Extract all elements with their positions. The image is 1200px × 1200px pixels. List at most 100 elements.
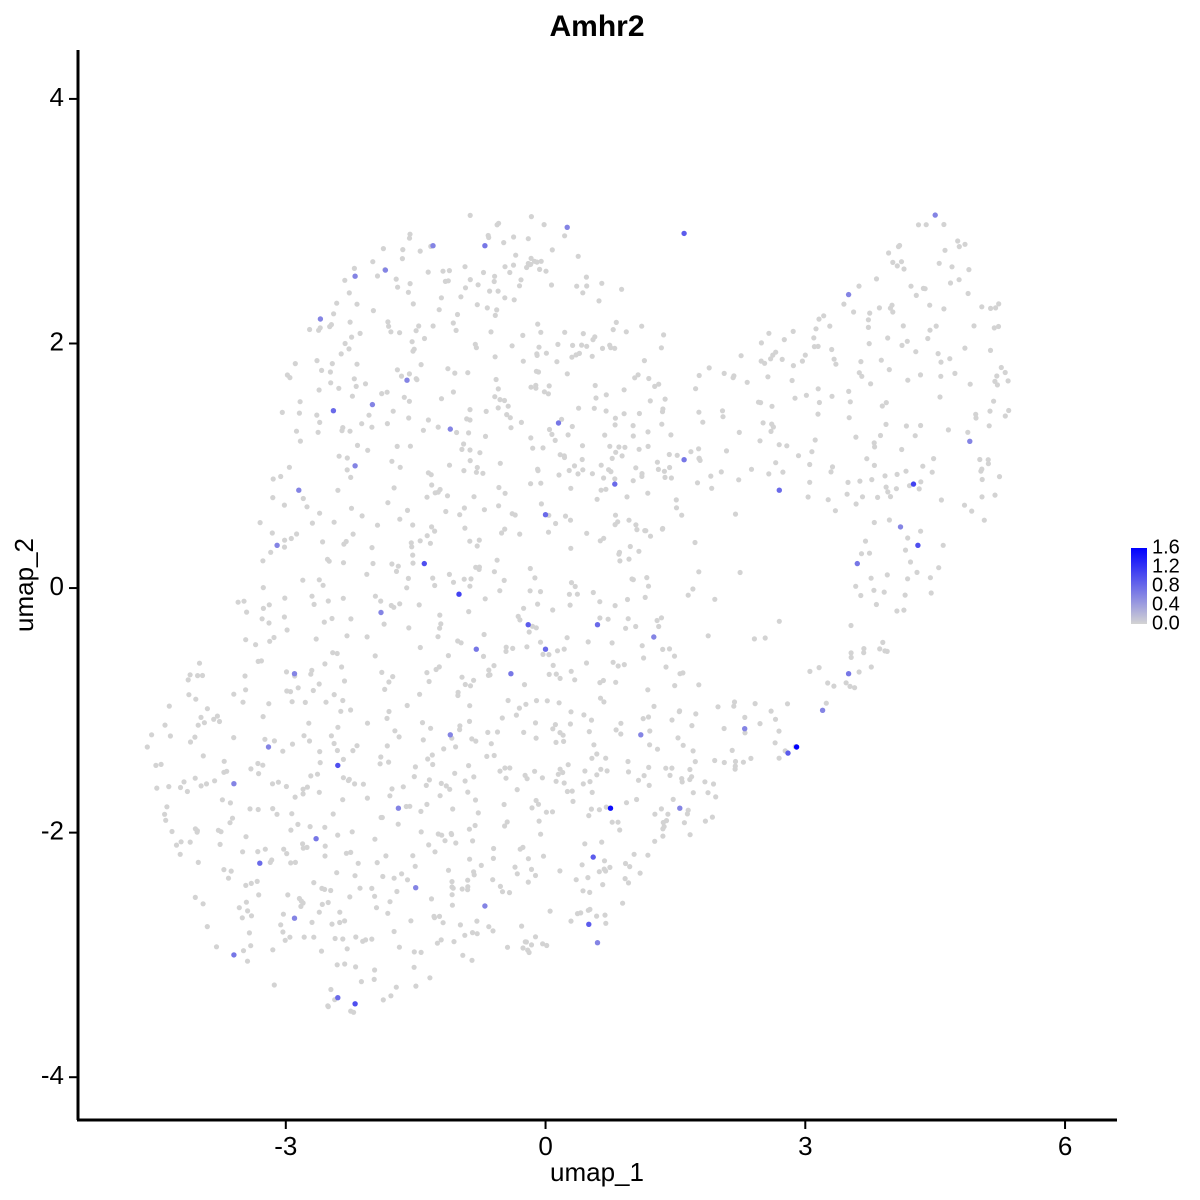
cell-point [397, 464, 403, 470]
cell-point [601, 535, 607, 541]
cell-point [289, 811, 295, 817]
cell-point [962, 241, 968, 247]
cell-point [485, 729, 491, 736]
cell-point [345, 777, 351, 784]
cell-point [660, 833, 666, 839]
cell-point [340, 756, 346, 763]
cell-point [468, 576, 474, 582]
cell-point [426, 777, 432, 783]
chart-title: Amhr2 [549, 10, 644, 43]
cell-point [669, 717, 675, 723]
cell-point [601, 699, 607, 705]
cell-point [583, 660, 590, 666]
cell-point [969, 508, 975, 514]
cell-point [320, 582, 326, 588]
cell-point [851, 309, 857, 315]
cell-point [666, 451, 672, 458]
cell-point [988, 305, 994, 311]
x-ticks: -3 0 3 6 [274, 1120, 1072, 1161]
cell-point [978, 468, 984, 474]
cell-point [520, 844, 526, 851]
cell-point [322, 824, 328, 830]
cell-point [593, 395, 599, 401]
cell-point [325, 598, 331, 604]
cell-point [245, 908, 251, 914]
cell-point [385, 319, 391, 325]
cell-point [918, 479, 924, 485]
cell-point [662, 474, 668, 480]
cell-point [457, 922, 463, 928]
cell-point [898, 259, 905, 265]
cell-point [221, 867, 227, 873]
cell-point [478, 862, 484, 869]
cell-point [886, 367, 892, 373]
cell-point [538, 258, 544, 264]
cell-point [661, 332, 667, 338]
cell-point [340, 560, 347, 566]
cell-point [406, 625, 412, 631]
cell-point [549, 809, 556, 815]
cell-point [311, 934, 317, 940]
cell-point [546, 383, 552, 389]
cell-point [544, 698, 550, 704]
cell-point [720, 414, 726, 420]
cell-point [871, 587, 877, 593]
cell-point [481, 631, 487, 638]
cell-point [636, 446, 642, 452]
cell-point [283, 783, 289, 790]
cell-point [178, 839, 184, 845]
cell-point [572, 583, 578, 590]
cell-point [280, 929, 286, 935]
cell-point [533, 797, 539, 804]
expressing-cell-point [447, 732, 453, 738]
cell-point [697, 457, 703, 463]
cell-point [615, 663, 621, 669]
cell-point [476, 537, 482, 543]
cell-point [497, 460, 503, 466]
cell-point [488, 329, 494, 335]
cell-point [548, 282, 555, 288]
cell-point [294, 531, 300, 537]
cell-point [328, 380, 334, 386]
cell-point [625, 769, 632, 775]
cell-point [908, 283, 914, 289]
cell-point [641, 358, 648, 364]
cell-point [608, 469, 614, 475]
cell-point [564, 635, 570, 641]
cell-point [721, 370, 727, 376]
cell-point [474, 464, 480, 471]
cell-point [609, 455, 615, 461]
cell-point [509, 511, 515, 517]
cell-point [858, 592, 864, 599]
cell-point [497, 883, 503, 890]
cell-point [587, 779, 593, 785]
cell-point [465, 887, 471, 893]
cell-point [841, 301, 847, 307]
cell-point [473, 738, 479, 744]
cell-point [502, 264, 508, 270]
cell-point [772, 740, 778, 746]
cell-point [407, 803, 413, 809]
cell-point [288, 860, 294, 866]
cell-point [545, 529, 552, 535]
cell-point [196, 660, 203, 666]
expressing-cell-point [508, 671, 514, 677]
cell-point [457, 512, 463, 518]
cell-point [406, 398, 412, 404]
cell-point [865, 317, 872, 323]
cell-point [406, 235, 413, 241]
cell-point [214, 713, 220, 719]
cell-point [243, 882, 249, 889]
cell-point [961, 502, 968, 508]
cell-point [626, 517, 632, 523]
expressing-cell-point [793, 744, 800, 750]
cell-point [423, 782, 429, 789]
cell-point [391, 875, 397, 881]
cell-point [370, 259, 376, 265]
cell-point [417, 538, 423, 544]
cell-point [419, 720, 426, 726]
cell-point [805, 494, 811, 500]
cell-point [270, 806, 276, 812]
cell-point [187, 672, 193, 678]
cell-point [858, 359, 864, 365]
